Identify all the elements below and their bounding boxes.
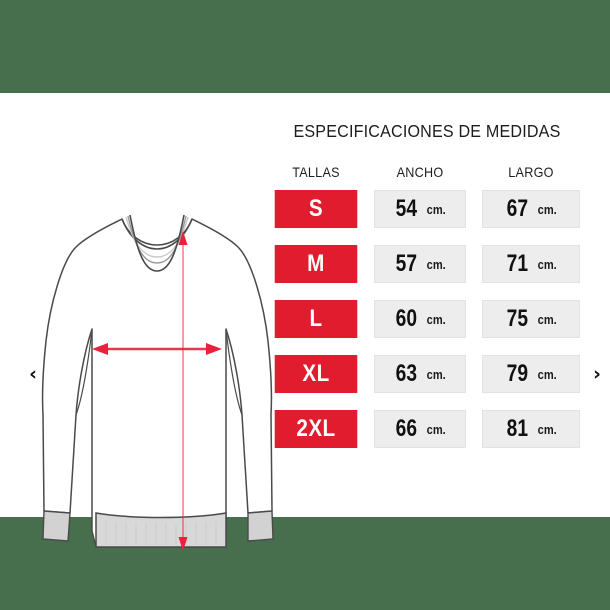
unit-label: cm. (537, 421, 557, 437)
prev-arrow-icon[interactable]: ‹ (29, 363, 37, 385)
unit-label: cm. (426, 421, 446, 437)
table-row: 2XL 66 cm. 81 cm. (268, 410, 586, 448)
cell-spacer (364, 245, 374, 283)
table-row: L 60 cm. 75 cm. (268, 300, 586, 338)
unit-label: cm. (537, 201, 557, 217)
largo-value: 75 (506, 305, 528, 332)
largo-value: 67 (506, 195, 528, 222)
largo-cell: 75 cm. (482, 300, 580, 338)
ancho-cell: 60 cm. (374, 300, 466, 338)
cell-spacer (364, 355, 374, 393)
largo-cell: 71 cm. (482, 245, 580, 283)
cell-spacer (466, 190, 482, 228)
cell-spacer (364, 190, 374, 228)
size-badge: M (274, 245, 358, 283)
size-badge: 2XL (274, 410, 358, 448)
letterbox-band-top (0, 0, 610, 93)
column-header-ancho: ANCHO (396, 164, 444, 180)
ancho-cell: 54 cm. (374, 190, 466, 228)
ancho-cell: 57 cm. (374, 245, 466, 283)
next-arrow-icon[interactable]: › (593, 363, 601, 385)
size-badge: XL (274, 355, 358, 393)
garment-illustration (40, 201, 275, 561)
column-header-largo: LARGO (508, 164, 554, 180)
largo-cell: 67 cm. (482, 190, 580, 228)
header-spacer (364, 164, 374, 180)
cell-spacer (364, 410, 374, 448)
ancho-value: 54 (395, 195, 417, 222)
unit-label: cm. (426, 311, 446, 327)
ancho-arrow (92, 343, 222, 355)
cell-spacer (466, 300, 482, 338)
unit-label: cm. (537, 256, 557, 272)
ancho-value: 63 (395, 360, 417, 387)
table-header-row: TALLAS ANCHO LARGO (268, 164, 586, 180)
unit-label: cm. (426, 366, 446, 382)
ancho-cell: 66 cm. (374, 410, 466, 448)
page-title: ESPECIFICACIONES DE MEDIDAS (293, 121, 561, 141)
largo-value: 71 (506, 250, 528, 277)
cell-spacer (466, 410, 482, 448)
largo-value: 79 (506, 360, 528, 387)
unit-label: cm. (537, 311, 557, 327)
ancho-value: 66 (395, 415, 417, 442)
size-badge: S (274, 190, 358, 228)
chart-content-area: ‹ › (0, 93, 610, 551)
largo-value: 81 (506, 415, 528, 442)
ancho-cell: 63 cm. (374, 355, 466, 393)
table-body: S 54 cm. 67 cm. M 57 (268, 190, 586, 448)
header-spacer (466, 164, 482, 180)
column-header-tallas: TALLAS (292, 164, 340, 180)
table-row: S 54 cm. 67 cm. (268, 190, 586, 228)
measurements-panel: ESPECIFICACIONES DE MEDIDAS TALLAS ANCHO… (268, 121, 586, 465)
unit-label: cm. (426, 201, 446, 217)
cell-spacer (466, 355, 482, 393)
cell-spacer (364, 300, 374, 338)
ancho-value: 60 (395, 305, 417, 332)
largo-cell: 79 cm. (482, 355, 580, 393)
cell-spacer (466, 245, 482, 283)
unit-label: cm. (426, 256, 446, 272)
size-badge: L (274, 300, 358, 338)
table-row: M 57 cm. 71 cm. (268, 245, 586, 283)
unit-label: cm. (537, 366, 557, 382)
ancho-value: 57 (395, 250, 417, 277)
table-row: XL 63 cm. 79 cm. (268, 355, 586, 393)
largo-cell: 81 cm. (482, 410, 580, 448)
largo-arrow (178, 231, 188, 551)
